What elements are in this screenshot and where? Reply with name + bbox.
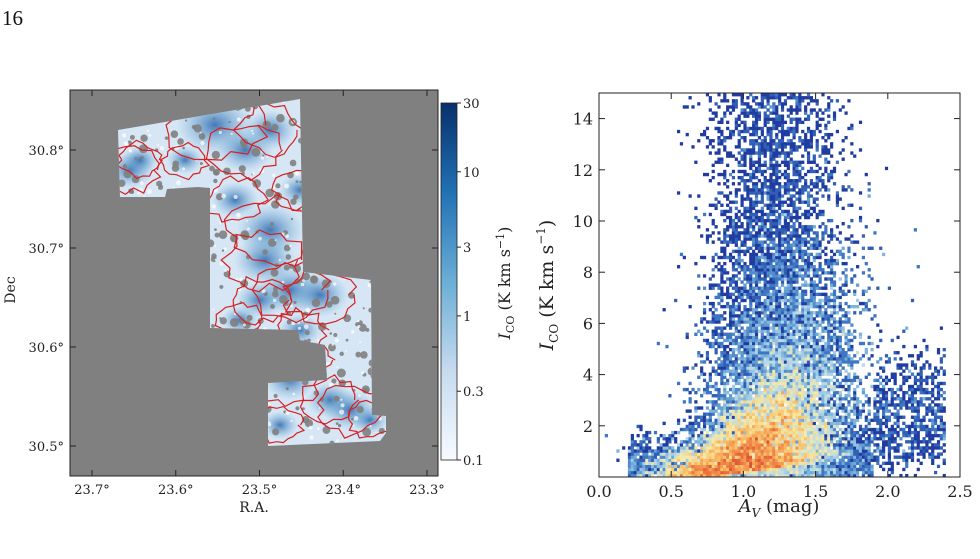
map-x-tick-label: 23.4° (326, 483, 361, 498)
map-x-tick-label: 23.6° (158, 483, 193, 498)
histogram-y-tick-label: 8 (583, 263, 593, 282)
map-y-tick-label: 30.7° (29, 242, 64, 257)
histogram-y-tick-label: 10 (573, 212, 593, 231)
map-y-axis: 30.8° 30.7° 30.6° 30.5° (29, 144, 438, 455)
map-y-tick-label: 30.8° (29, 144, 64, 159)
map-x-tick-label: 23.5° (242, 483, 277, 498)
map-y-tick-label: 30.5° (29, 440, 64, 455)
colorbar-tick-label: 1 (463, 310, 471, 325)
map-x-label: R.A. (239, 500, 269, 516)
map-y-label: Dec (3, 276, 19, 304)
histogram-y-tick-label: 14 (573, 110, 593, 129)
colorbar-tick-label: 3 (463, 241, 471, 256)
histogram-y-tick-label: 4 (583, 366, 593, 385)
histogram-x-tick-label: 2.5 (947, 482, 972, 501)
map-x-tick-label: 23.3° (409, 483, 444, 498)
histogram-y-tick-label: 6 (583, 314, 593, 333)
colorbar-ticks: 30 10 3 1 0.3 0.1 (457, 97, 484, 469)
histogram-x-label: AV (mag) (737, 496, 820, 520)
histogram-cells (604, 93, 946, 478)
histogram-y-axis: 14 12 10 8 6 4 2 (573, 110, 960, 436)
histogram-x-tick-label: 0.5 (658, 482, 683, 501)
map-x-tick-label: 23.7° (74, 483, 109, 498)
histogram-figure: 0.0 0.5 1.0 1.5 2.0 2.5 14 12 10 8 6 4 2 AV (mag) I… (534, 92, 973, 520)
histogram-y-tick-label: 12 (573, 161, 593, 180)
histogram-x-tick-label: 1.0 (731, 482, 756, 501)
page-number: 16 (2, 6, 23, 30)
histogram-x-tick-label: 0.0 (586, 482, 611, 501)
histogram-x-tick-label: 1.5 (803, 482, 828, 501)
colorbar-tick-label: 0.1 (463, 454, 484, 469)
histogram-y-label: ICO (K km s−1) (534, 220, 561, 352)
co-map-figure: 23.7° 23.6° 23.5° 23.4° 23.3° 30.8° 30.7° 30.6… (3, 89, 517, 516)
colorbar-tick-label: 30 (463, 97, 480, 112)
colorbar (440, 102, 458, 461)
histogram-x-axis: 0.0 0.5 1.0 1.5 2.0 2.5 (586, 93, 973, 501)
colorbar-label: ICO (K km s−1) (494, 227, 517, 341)
colorbar-tick-label: 10 (463, 166, 480, 181)
histogram-x-tick-label: 2.0 (875, 482, 900, 501)
histogram-y-tick-label: 2 (583, 417, 593, 436)
map-x-axis: 23.7° 23.6° 23.5° 23.4° 23.3° (74, 90, 445, 498)
map-y-tick-label: 30.6° (29, 341, 64, 356)
colorbar-tick-label: 0.3 (463, 385, 484, 400)
